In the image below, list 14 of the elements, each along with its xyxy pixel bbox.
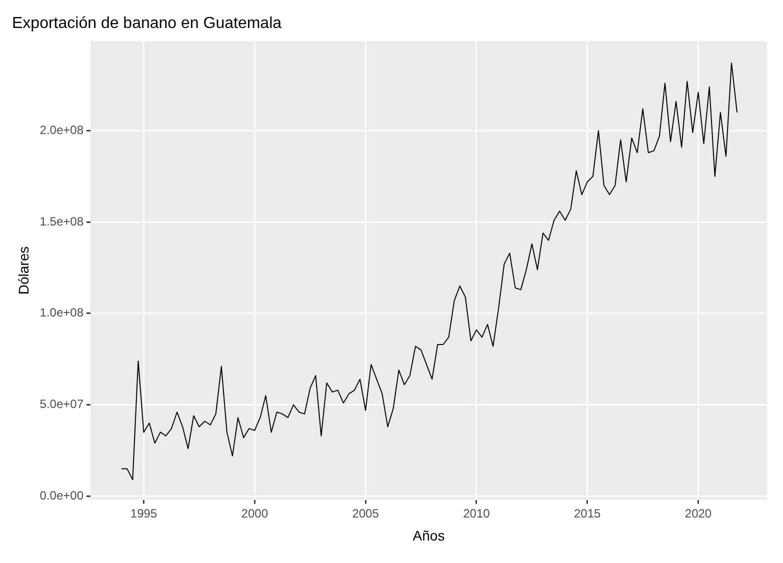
x-tick-label: 1995 [130, 506, 158, 520]
x-tick-label: 2015 [574, 506, 602, 520]
y-axis-title: Dólares [15, 246, 32, 295]
x-tick-label: 2005 [352, 506, 380, 520]
y-tick-label: 5.0e+07 [40, 397, 84, 412]
y-tick-label: 1.5e+08 [40, 214, 84, 228]
x-tick-label: 2000 [241, 506, 268, 520]
x-axis-title: Años [412, 527, 445, 544]
y-tick-label: 0.0e+00 [40, 488, 84, 502]
y-tick-label: 1.0e+08 [40, 306, 84, 320]
x-tick-label: 2010 [463, 506, 490, 520]
chart-title: Exportación de banano en Guatemala [12, 15, 282, 32]
x-tick-label: 2020 [684, 506, 712, 520]
y-tick-label: 2.0e+08 [40, 123, 84, 138]
